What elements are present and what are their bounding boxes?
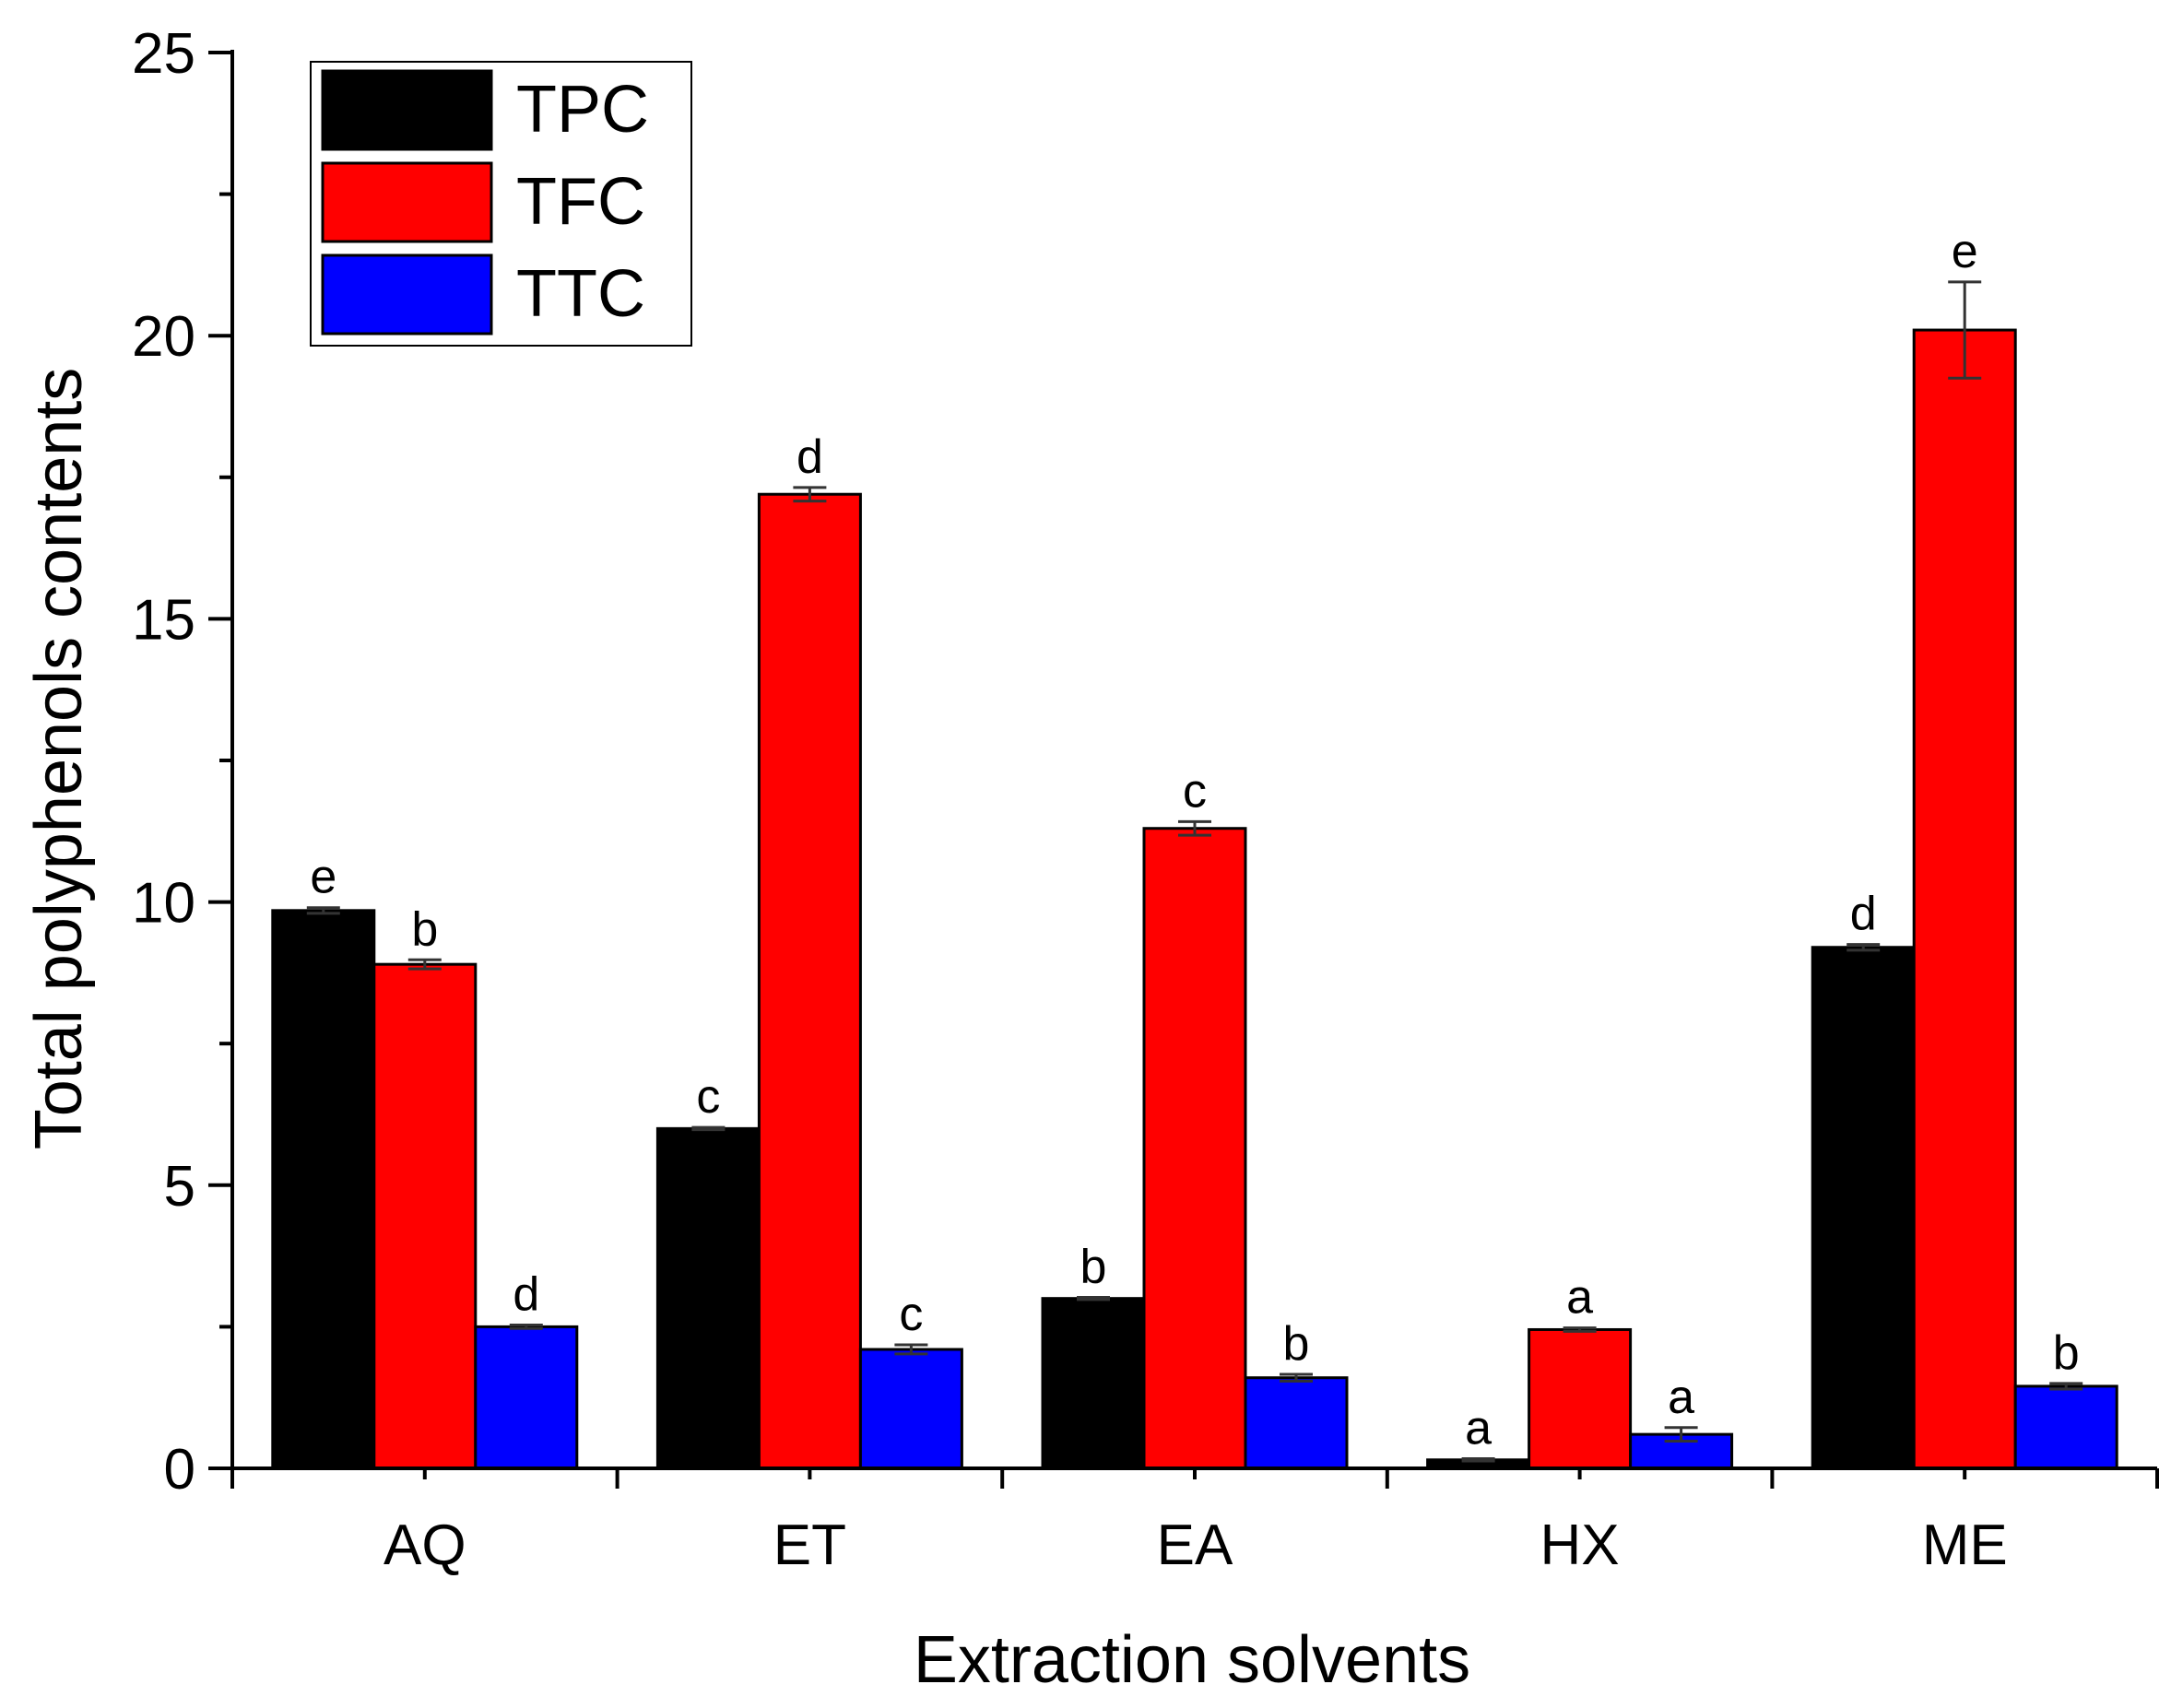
legend-label-tpc: TPC [516,73,649,147]
significance-letter: e [1952,225,1978,278]
legend-label-ttc: TTC [516,257,645,331]
significance-letters-layer: e b d c d c b c b a a a d e b [310,225,2079,1455]
bar-tfc-me [1912,328,2017,1470]
x-tick-label: ET [773,1514,846,1577]
bar-tfc-ea [1142,827,1247,1470]
y-axis-ticks: 0 5 10 15 20 25 [132,22,232,1502]
legend: TPC TFC TTC [310,61,692,347]
error-bars-layer [306,280,2083,1463]
significance-letter: a [1566,1271,1593,1325]
legend-swatch-tfc [321,161,493,243]
significance-letter: b [411,902,438,956]
x-tick-label: EA [1157,1514,1233,1577]
significance-letter: a [1668,1371,1694,1424]
significance-letter: d [796,430,823,484]
bar-ttc-et [858,1348,963,1470]
significance-letter: e [310,851,336,904]
y-tick-label: 5 [164,1155,195,1219]
significance-letter: b [2053,1326,2080,1380]
legend-swatch-ttc [321,253,493,336]
y-tick-label: 0 [164,1438,195,1502]
bars-layer [271,328,2118,1470]
bar-tpc-ea [1041,1297,1146,1470]
bar-tpc-aq [271,909,376,1470]
bar-ttc-me [2013,1384,2118,1470]
significance-letter: c [696,1070,720,1124]
bar-ttc-ea [1244,1376,1349,1470]
y-tick-label: 15 [132,588,195,652]
legend-swatch-tpc [321,69,493,151]
y-tick-label: 25 [132,22,195,86]
x-tick-label: ME [1922,1514,2008,1577]
significance-letter: d [513,1268,539,1322]
bar-tfc-et [757,492,862,1470]
bar-tpc-me [1811,946,1916,1470]
x-tick-label: AQ [383,1514,466,1577]
bar-tfc-hx [1528,1327,1633,1470]
bar-ttc-aq [474,1325,579,1470]
significance-letter: a [1465,1402,1492,1455]
bar-tpc-et [655,1126,761,1470]
bar-tfc-aq [372,962,478,1470]
significance-letter: c [1183,764,1207,818]
legend-label-tfc: TFC [516,165,645,239]
x-axis-ticks: AQ ET EA HX ME [230,1468,2159,1577]
x-tick-label: HX [1540,1514,1620,1577]
significance-letter: d [1850,888,1877,941]
x-axis-label: Extraction solvents [914,1623,1470,1697]
significance-letter: c [899,1288,923,1341]
y-tick-label: 20 [132,305,195,369]
significance-letter: b [1080,1240,1107,1293]
y-axis-label: Total polyphenols contents [22,368,96,1150]
y-tick-label: 10 [132,872,195,936]
significance-letter: b [1283,1317,1310,1371]
